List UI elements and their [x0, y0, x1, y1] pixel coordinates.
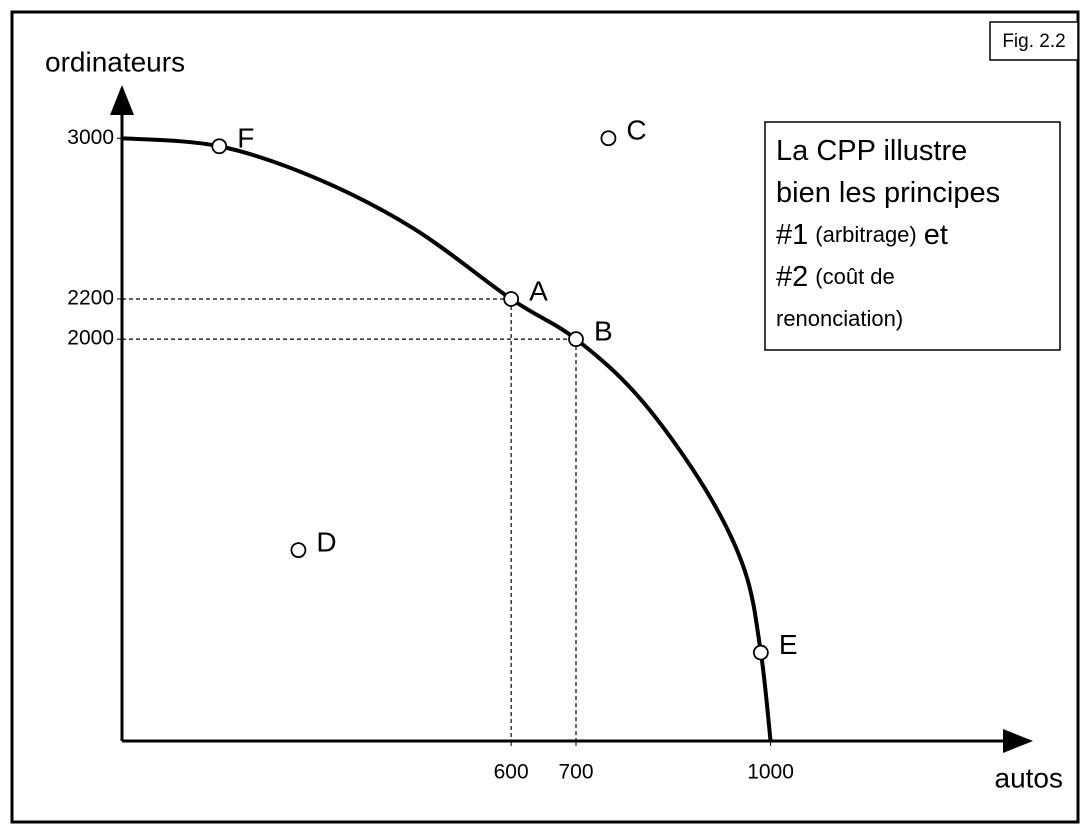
- ppf-curve: [121, 136, 773, 742]
- y-tick-label: 3000: [67, 126, 114, 149]
- annotation-line: #1 (arbitrage) et: [776, 219, 948, 251]
- point: [752, 644, 769, 661]
- y-axis-label: ordinateurs: [45, 46, 185, 77]
- annotation-text: et: [924, 219, 948, 251]
- point-label: A: [529, 275, 548, 306]
- figure-label: Fig. 2.2: [1002, 31, 1065, 52]
- annotation-text: La CPP illustre: [776, 135, 967, 167]
- y-tick-label: 2200: [67, 287, 114, 310]
- point: [600, 130, 617, 147]
- point: [290, 542, 307, 559]
- point-label: D: [316, 527, 336, 558]
- point: [211, 138, 228, 155]
- annotation-text: #1: [776, 219, 808, 251]
- frame: [10, 10, 1080, 824]
- y-tick-label: 2000: [67, 327, 114, 350]
- point-label: C: [626, 115, 646, 146]
- x-tick-label: 700: [558, 761, 593, 784]
- annotation-text: renonciation): [776, 306, 903, 331]
- annotation-line: bien les principes: [776, 177, 1000, 209]
- annotation-text: #2: [776, 261, 808, 293]
- point: [503, 291, 520, 307]
- annotation-text: bien les principes: [776, 177, 1000, 209]
- annotation-text: (coût de: [815, 264, 895, 289]
- annotation-box: [764, 121, 1061, 351]
- annotation-line: La CPP illustre: [776, 135, 967, 167]
- point-label: F: [237, 123, 254, 154]
- x-tick-label: 1000: [747, 761, 794, 784]
- annotation-line: renonciation): [776, 306, 903, 331]
- x-tick-label: 600: [494, 761, 529, 784]
- x-axis-label: autos: [995, 762, 1064, 793]
- figure-box: [989, 21, 1079, 61]
- point-label: E: [779, 629, 798, 660]
- annotation-line: #2 (coût de: [776, 261, 895, 293]
- point: [568, 331, 584, 348]
- point-label: B: [594, 316, 613, 347]
- annotation-text: (arbitrage): [815, 222, 916, 247]
